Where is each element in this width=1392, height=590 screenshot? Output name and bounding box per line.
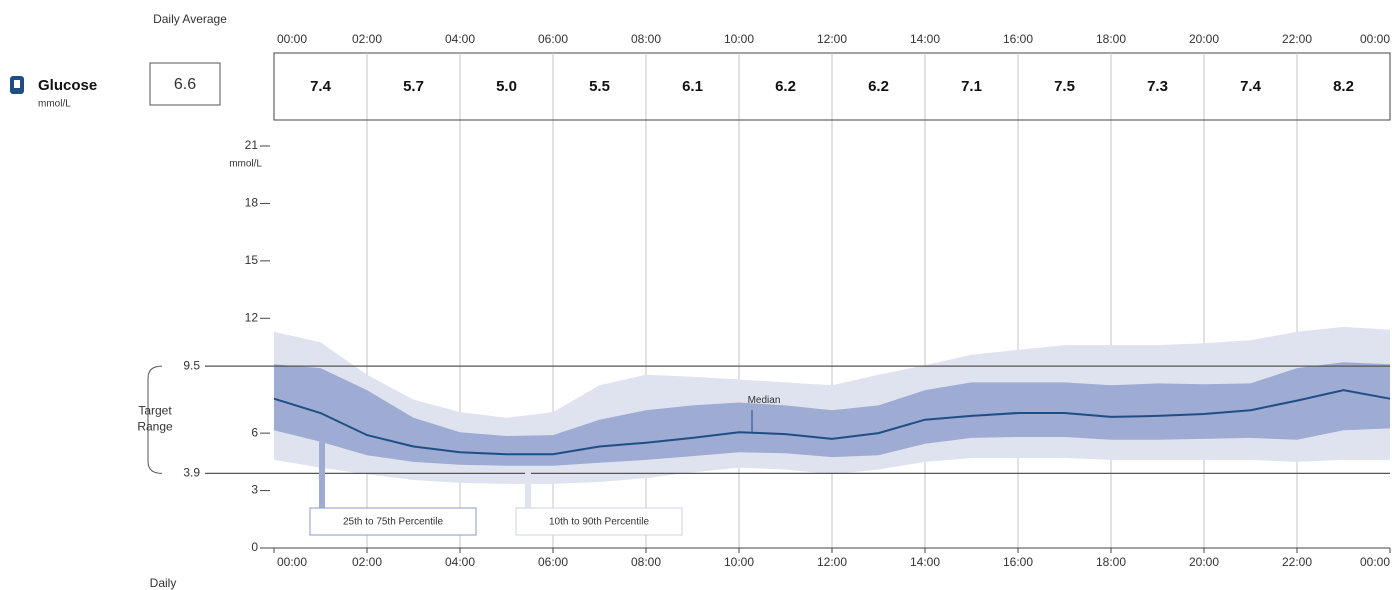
top-x-tick-label: 12:00 <box>817 32 847 46</box>
x-tick-label: 20:00 <box>1189 555 1219 569</box>
x-tick-label: 12:00 <box>817 555 847 569</box>
interval-average: 5.5 <box>589 78 610 95</box>
y-tick-label: 6 <box>251 425 258 439</box>
top-x-tick-label: 00:00 <box>1360 32 1390 46</box>
legend-connector <box>525 469 531 508</box>
interval-average: 6.2 <box>868 78 889 95</box>
legend-label: 25th to 75th Percentile <box>343 517 444 528</box>
top-x-tick-label: 02:00 <box>352 32 382 46</box>
x-tick-label: 08:00 <box>631 555 661 569</box>
y-tick-label: 21 <box>245 138 259 152</box>
target-bracket <box>147 365 163 474</box>
y-tick-label: 0 <box>251 540 258 554</box>
top-x-tick-label: 06:00 <box>538 32 568 46</box>
x-tick-label: 00:00 <box>277 555 307 569</box>
y-tick-label: 3 <box>251 483 258 497</box>
interval-average: 7.4 <box>1240 78 1262 95</box>
target-range-label: Target Range <box>137 404 173 434</box>
percentile-band <box>274 362 1390 466</box>
interval-average: 7.5 <box>1054 78 1075 95</box>
x-tick-label: 04:00 <box>445 555 475 569</box>
top-x-tick-label: 16:00 <box>1003 32 1033 46</box>
y-tick-label: 18 <box>245 196 259 210</box>
top-x-tick-label: 20:00 <box>1189 32 1219 46</box>
x-tick-label: 00:00 <box>1360 555 1390 569</box>
legend-box <box>309 507 477 536</box>
y-unit: mmol/L <box>229 159 262 170</box>
x-tick-label: 16:00 <box>1003 555 1033 569</box>
top-x-tick-label: 08:00 <box>631 32 661 46</box>
x-tick-label: 06:00 <box>538 555 568 569</box>
y-tick-label: 12 <box>245 310 259 324</box>
daily-average-box <box>149 62 221 106</box>
y-tick-label: 15 <box>245 253 259 267</box>
daily-average-label: Daily Average <box>153 12 227 26</box>
metric-unit: mmol/L <box>38 99 71 110</box>
target-label: 3.9 <box>183 466 200 480</box>
top-x-tick-label: 18:00 <box>1096 32 1126 46</box>
interval-average: 7.3 <box>1147 78 1168 95</box>
interval-average: 6.1 <box>682 78 703 95</box>
interval-average: 6.2 <box>775 78 796 95</box>
top-x-tick-label: 04:00 <box>445 32 475 46</box>
interval-average: 7.4 <box>310 78 332 95</box>
metric-label: Glucose <box>38 77 97 94</box>
x-tick-label: 02:00 <box>352 555 382 569</box>
top-x-tick-label: 14:00 <box>910 32 940 46</box>
legend-label: 10th to 90th Percentile <box>549 517 650 528</box>
median-label: Median <box>748 395 781 406</box>
x-tick-label: 18:00 <box>1096 555 1126 569</box>
x-tick-label: 10:00 <box>724 555 754 569</box>
glucose-icon-screen <box>14 80 20 88</box>
top-x-tick-label: 00:00 <box>277 32 307 46</box>
median-line <box>273 389 1391 456</box>
footer-label: Daily <box>150 576 177 590</box>
top-x-tick-label: 22:00 <box>1282 32 1312 46</box>
target-label: 9.5 <box>183 358 200 372</box>
interval-average: 8.2 <box>1333 78 1354 95</box>
x-tick-label: 22:00 <box>1282 555 1312 569</box>
interval-average: 7.1 <box>961 78 982 95</box>
interval-average: 5.0 <box>496 78 517 95</box>
interval-average: 5.7 <box>403 78 424 95</box>
legend-box <box>515 507 683 536</box>
x-tick-label: 14:00 <box>910 555 940 569</box>
daily-average-value: 6.6 <box>174 76 196 93</box>
legend-connector <box>319 441 325 508</box>
top-x-tick-label: 10:00 <box>724 32 754 46</box>
